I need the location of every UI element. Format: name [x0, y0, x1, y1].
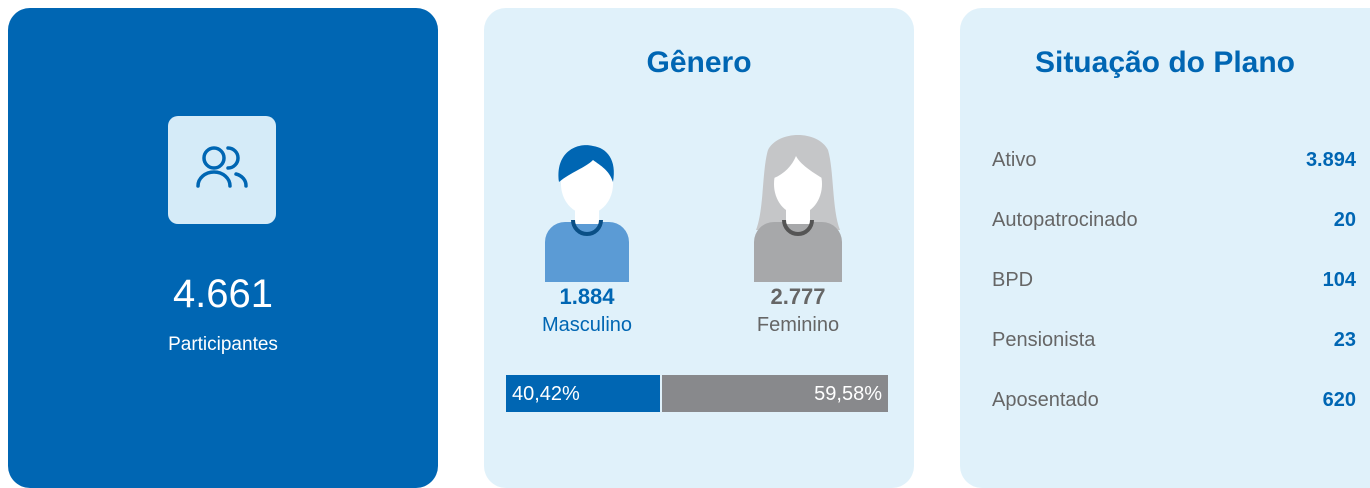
- participants-card: 4.661 Participantes: [8, 8, 438, 488]
- plan-row-label: Ativo: [992, 149, 1036, 172]
- female-avatar: [748, 134, 848, 282]
- participants-count: 4.661: [8, 272, 438, 317]
- plan-row-value: 3.894: [1306, 149, 1356, 172]
- female-count: 2.777: [718, 284, 878, 310]
- female-share-label: 59,58%: [814, 383, 882, 406]
- male-label: Masculino: [507, 314, 667, 337]
- plan-row-value: 20: [1334, 209, 1356, 232]
- plan-row-value: 620: [1323, 389, 1356, 412]
- plan-row-label: BPD: [992, 269, 1033, 292]
- plan-row-label: Aposentado: [992, 389, 1099, 412]
- plan-row-value: 104: [1323, 269, 1356, 292]
- plan-title: Situação do Plano: [960, 46, 1370, 80]
- gender-title: Gênero: [484, 46, 914, 80]
- plan-row-label: Autopatrocinado: [992, 209, 1138, 232]
- gender-card: Gênero 1.884 Masculino 2.777 Feminino 40…: [484, 8, 914, 488]
- male-share-label: 40,42%: [512, 383, 580, 406]
- female-label: Feminino: [718, 314, 878, 337]
- male-avatar: [537, 134, 637, 282]
- plan-row-value: 23: [1334, 329, 1356, 352]
- plan-card: Situação do Plano Ativo 3.894 Autopatrocin…: [960, 8, 1370, 488]
- people-icon: [168, 116, 276, 224]
- gender-bar: 40,42% 59,58%: [506, 375, 888, 412]
- icon-box: [168, 116, 276, 224]
- plan-row-label: Pensionista: [992, 329, 1095, 352]
- page: 4.661 Participantes Gênero 1.884 Masculi…: [0, 0, 1370, 464]
- participants-label: Participantes: [8, 334, 438, 356]
- male-count: 1.884: [507, 284, 667, 310]
